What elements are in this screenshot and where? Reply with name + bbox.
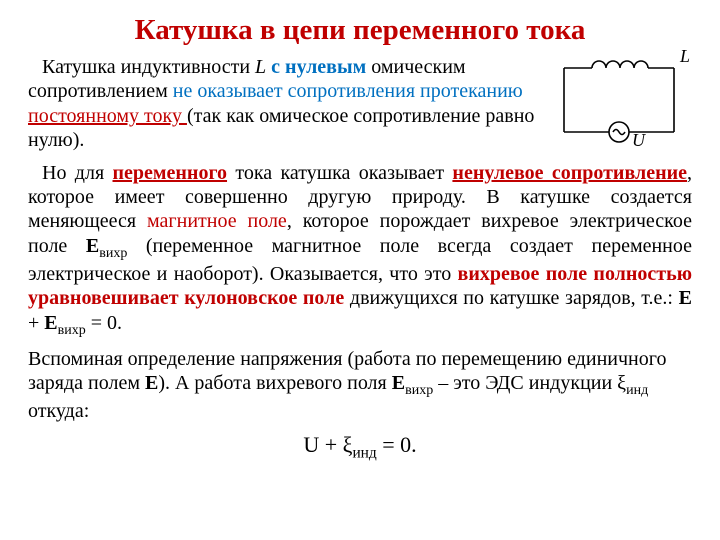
p1-L: L: [255, 56, 266, 78]
p2-E3: Е: [44, 312, 57, 334]
p2-t2: тока катушка оказывает: [227, 162, 452, 184]
p2-t6: движущихся по катушке зарядов, т.е.:: [344, 287, 678, 309]
paragraph-2: Но для переменного тока катушка оказывае…: [28, 161, 692, 339]
p3-E2sub: вихр: [405, 383, 433, 398]
p2-E3sub: вихр: [58, 323, 86, 338]
p3-t3: – это ЭДС индукции ξ: [433, 372, 626, 394]
circuit-svg: L U: [554, 50, 694, 150]
p1-t1: Катушка индуктивности: [42, 56, 255, 78]
p2-E1: Е: [86, 235, 99, 257]
p2-red3: магнитное поле: [147, 210, 287, 232]
eq-sub: инд: [352, 444, 376, 461]
p2-eq0: = 0.: [86, 312, 122, 334]
p2-E2: Е: [679, 287, 692, 309]
paragraph-3: Вспоминая определение напряжения (работа…: [28, 347, 692, 424]
p1-red1: постоянному току: [28, 105, 187, 127]
p3-E: Е: [145, 372, 158, 394]
p3-t4: откуда:: [28, 400, 89, 422]
p3-xisub: инд: [626, 383, 648, 398]
p3-t2: ). А работа вихревого поля: [158, 372, 391, 394]
p3-E2: Е: [392, 372, 405, 394]
eq-t1: U + ξ: [303, 432, 352, 457]
label-U: U: [632, 130, 646, 150]
eq-t2: = 0.: [377, 432, 417, 457]
p2-plus: +: [28, 312, 44, 334]
p2-E1sub: вихр: [99, 246, 127, 261]
p2-t1: Но для: [42, 162, 113, 184]
circuit-diagram: L U: [554, 50, 694, 150]
p2-red2: ненулевое сопротивление: [452, 162, 687, 184]
label-L: L: [679, 50, 690, 66]
slide-title: Катушка в цепи переменного тока: [28, 14, 692, 47]
p2-red1: переменного: [113, 162, 228, 184]
p1-blue1: с нулевым: [271, 56, 366, 78]
p1-blue2: не оказывает сопротивления протеканию: [173, 80, 523, 102]
equation: U + ξинд = 0.: [28, 432, 692, 462]
